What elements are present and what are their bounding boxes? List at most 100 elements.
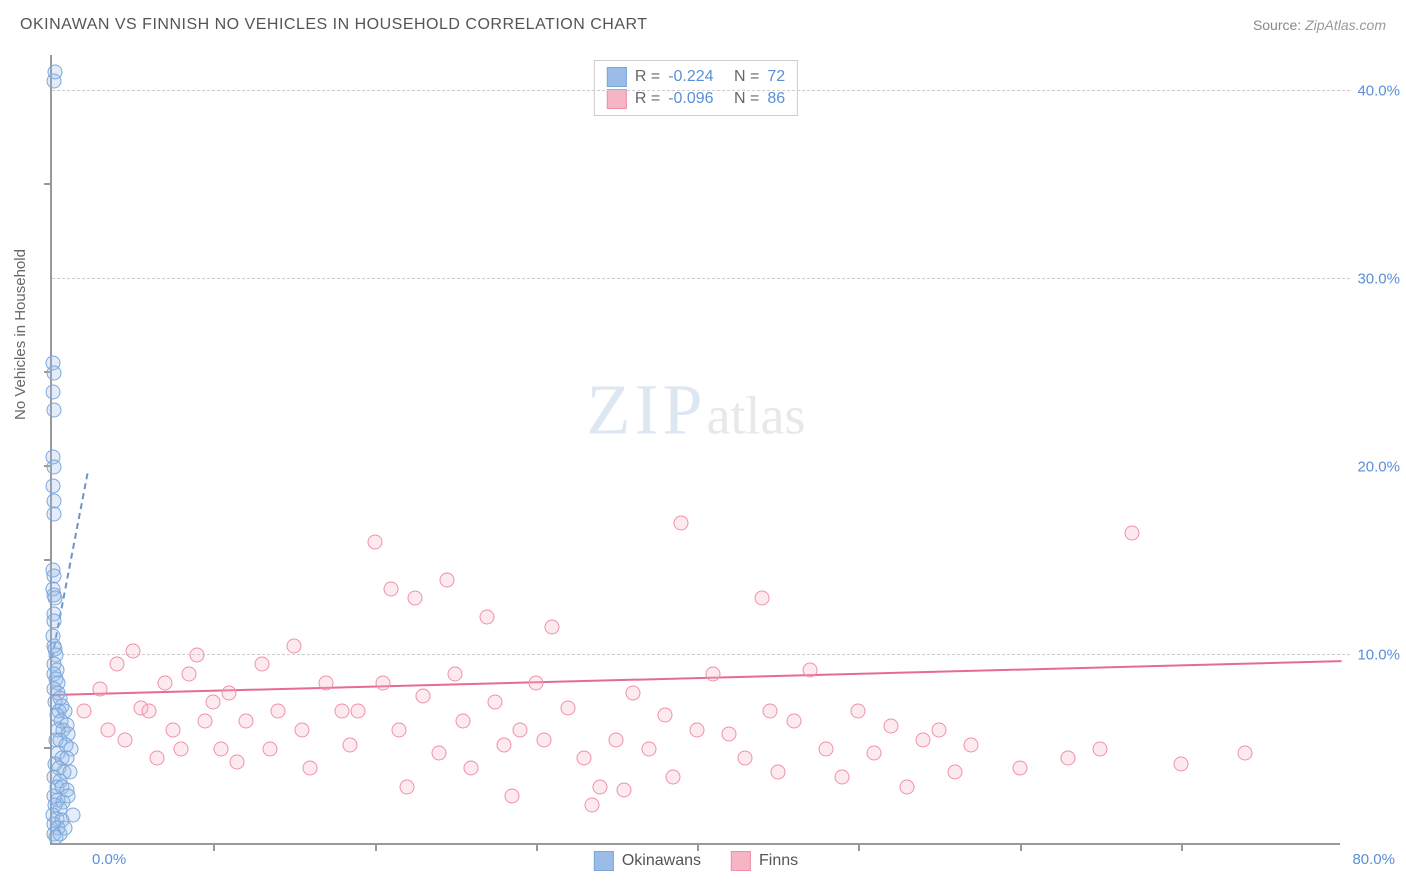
data-point (149, 751, 164, 766)
data-point (367, 535, 382, 550)
data-point (625, 685, 640, 700)
data-point (61, 788, 76, 803)
x-minor-tick (858, 843, 860, 851)
data-point (407, 591, 422, 606)
data-point (141, 704, 156, 719)
data-point (786, 713, 801, 728)
watermark-zip: ZIP (587, 369, 707, 449)
n-label: N = (734, 68, 759, 86)
legend-item-okinawans: Okinawans (594, 851, 701, 871)
data-point (46, 403, 61, 418)
data-point (46, 365, 61, 380)
legend-swatch-okinawans (594, 851, 614, 871)
data-point (47, 614, 62, 629)
data-point (415, 689, 430, 704)
data-point (391, 723, 406, 738)
source-credit: Source: ZipAtlas.com (1253, 17, 1386, 33)
data-point (657, 708, 672, 723)
x-minor-tick (213, 843, 215, 851)
data-point (819, 741, 834, 756)
gridline (52, 278, 1350, 279)
data-point (46, 459, 61, 474)
chart-title: OKINAWAN VS FINNISH NO VEHICLES IN HOUSE… (20, 16, 648, 34)
legend-swatch-finns (731, 851, 751, 871)
data-point (190, 647, 205, 662)
data-point (294, 723, 309, 738)
data-point (722, 726, 737, 741)
data-point (464, 760, 479, 775)
data-point (851, 704, 866, 719)
y-minor-tick (44, 559, 52, 561)
gridline (52, 90, 1350, 91)
y-tick-label: 10.0% (1345, 646, 1400, 663)
x-minor-tick (697, 843, 699, 851)
data-point (690, 723, 705, 738)
chart-legend: Okinawans Finns (594, 851, 798, 871)
legend-label-2: Finns (759, 852, 798, 870)
watermark: ZIPatlas (587, 368, 806, 451)
n-value-1: 72 (767, 68, 785, 86)
data-point (270, 704, 285, 719)
data-point (456, 713, 471, 728)
x-tick-start: 0.0% (92, 851, 126, 868)
r-label: R = (635, 68, 660, 86)
r-value-1: -0.224 (668, 68, 713, 86)
data-point (883, 719, 898, 734)
data-point (1125, 525, 1140, 540)
data-point (335, 704, 350, 719)
stats-row-1: R = -0.224 N = 72 (607, 67, 785, 87)
data-point (65, 807, 80, 822)
data-point (57, 820, 72, 835)
data-point (754, 591, 769, 606)
data-point (673, 516, 688, 531)
data-point (504, 788, 519, 803)
watermark-atlas: atlas (707, 385, 806, 445)
r-value-2: -0.096 (668, 90, 713, 108)
data-point (101, 723, 116, 738)
data-point (93, 681, 108, 696)
data-point (762, 704, 777, 719)
y-tick-label: 40.0% (1345, 82, 1400, 99)
x-minor-tick (375, 843, 377, 851)
legend-item-finns: Finns (731, 851, 798, 871)
y-minor-tick (44, 183, 52, 185)
data-point (512, 723, 527, 738)
data-point (915, 732, 930, 747)
data-point (1060, 751, 1075, 766)
data-point (536, 732, 551, 747)
data-point (609, 732, 624, 747)
n-value-2: 86 (767, 90, 785, 108)
data-point (899, 779, 914, 794)
data-point (948, 764, 963, 779)
data-point (206, 694, 221, 709)
data-point (931, 723, 946, 738)
r-label: R = (635, 90, 660, 108)
x-minor-tick (536, 843, 538, 851)
data-point (230, 755, 245, 770)
data-point (254, 657, 269, 672)
data-point (157, 676, 172, 691)
data-point (835, 770, 850, 785)
x-minor-tick (1020, 843, 1022, 851)
data-point (351, 704, 366, 719)
data-point (593, 779, 608, 794)
data-point (544, 619, 559, 634)
data-point (488, 694, 503, 709)
data-point (665, 770, 680, 785)
scatter-chart: ZIPatlas R = -0.224 N = 72 R = -0.096 N … (50, 55, 1340, 845)
data-point (770, 764, 785, 779)
data-point (617, 783, 632, 798)
data-point (77, 704, 92, 719)
data-point (109, 657, 124, 672)
data-point (303, 760, 318, 775)
data-point (198, 713, 213, 728)
data-point (561, 700, 576, 715)
data-point (48, 591, 63, 606)
data-point (706, 666, 721, 681)
source-name: ZipAtlas.com (1305, 17, 1386, 33)
data-point (343, 738, 358, 753)
data-point (480, 610, 495, 625)
x-minor-tick (1181, 843, 1183, 851)
stats-row-2: R = -0.096 N = 86 (607, 89, 785, 109)
correlation-stats-box: R = -0.224 N = 72 R = -0.096 N = 86 (594, 60, 798, 116)
